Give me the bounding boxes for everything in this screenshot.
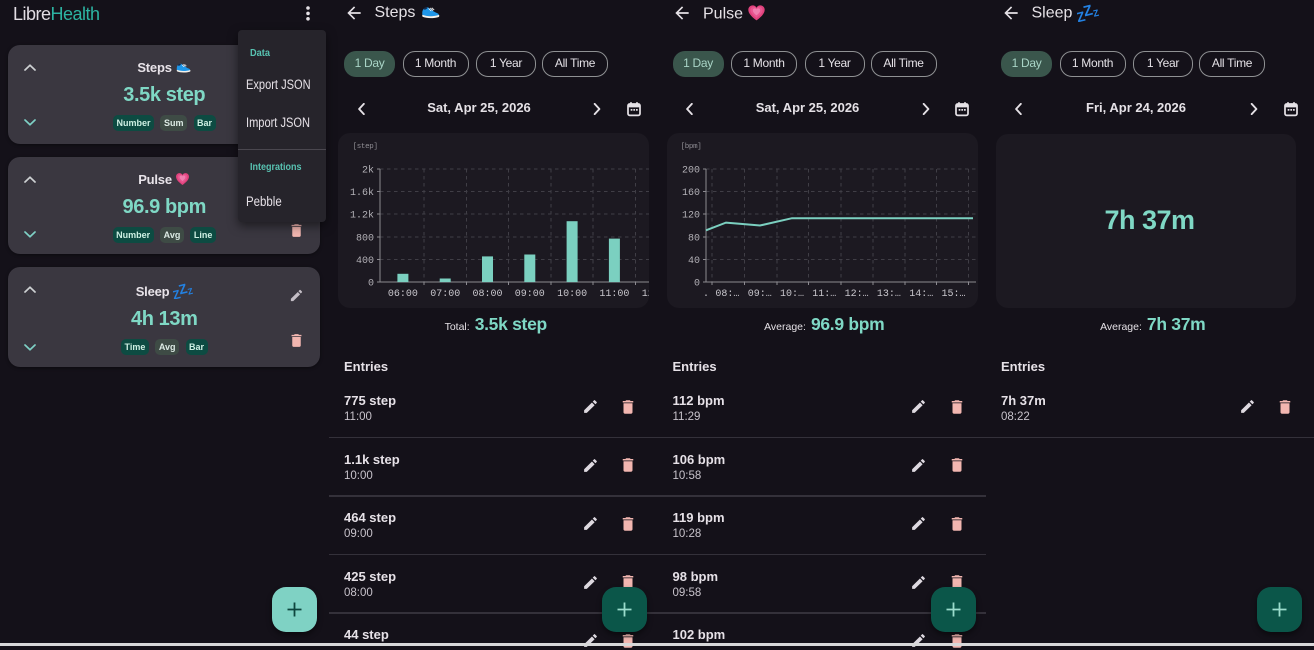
svg-text:[step]: [step] <box>353 143 378 151</box>
svg-text:80: 80 <box>688 233 700 244</box>
svg-text:0: 0 <box>694 278 700 289</box>
svg-text:40: 40 <box>688 256 700 267</box>
svg-text:160: 160 <box>682 188 700 199</box>
svg-text:11:…: 11:… <box>812 289 836 300</box>
svg-text:12:…: 12:… <box>845 289 869 300</box>
svg-text:09:…: 09:… <box>748 289 772 300</box>
svg-text:11:00: 11:00 <box>599 289 629 300</box>
svg-text:1.2k: 1.2k <box>350 209 374 221</box>
svg-text:12:00: 12:00 <box>642 289 649 300</box>
svg-text:07:00: 07:00 <box>430 289 460 300</box>
svg-text:0: 0 <box>368 278 374 289</box>
svg-text:06:00: 06:00 <box>388 289 418 300</box>
svg-text:13:…: 13:… <box>877 289 901 300</box>
svg-text:1.6k: 1.6k <box>350 187 374 199</box>
svg-text:08:…: 08:… <box>715 289 739 300</box>
svg-text:10:00: 10:00 <box>557 289 587 300</box>
svg-text:400: 400 <box>356 256 374 267</box>
svg-text:800: 800 <box>356 233 374 244</box>
svg-text:200: 200 <box>682 165 700 176</box>
svg-text:2k: 2k <box>362 164 374 176</box>
svg-text:08:00: 08:00 <box>472 289 502 300</box>
svg-text:09:00: 09:00 <box>515 289 545 300</box>
svg-text:.: . <box>703 289 709 300</box>
svg-text:[bpm]: [bpm] <box>681 143 702 151</box>
svg-text:15:…: 15:… <box>941 289 965 300</box>
svg-text:10:…: 10:… <box>780 289 804 300</box>
svg-text:120: 120 <box>682 210 700 221</box>
svg-text:14:…: 14:… <box>909 289 933 300</box>
